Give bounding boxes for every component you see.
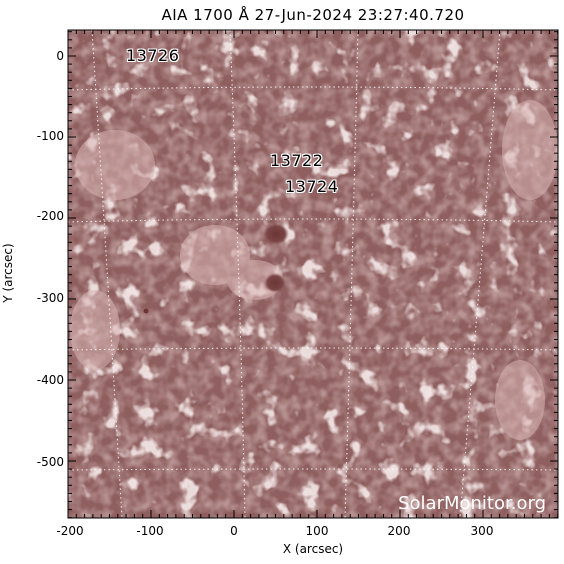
y-axis-label: Y (arcsec)	[1, 243, 15, 303]
y-tick-label: 0	[56, 49, 64, 63]
y-tick-label: -300	[36, 291, 64, 305]
x-tick-label: -200	[56, 524, 84, 538]
active-region-label: 13726	[126, 46, 180, 65]
y-tick-label: -100	[36, 129, 64, 143]
y-tick-label: -500	[36, 455, 64, 469]
x-axis-label: X (arcsec)	[282, 542, 344, 556]
plot-frame	[67, 29, 559, 519]
sunspot	[264, 273, 286, 293]
heliographic-grid	[68, 30, 558, 518]
x-tick-label: 300	[470, 524, 494, 538]
x-tick-label: 0	[230, 524, 238, 538]
x-tick-label: -100	[136, 524, 164, 538]
image-title: AIA 1700 Å 27-Jun-2024 23:27:40.720	[161, 6, 465, 24]
x-tick-label: 100	[305, 524, 329, 538]
sunspot	[263, 223, 289, 245]
active-region-label: 13724	[285, 177, 339, 196]
y-tick-label: -400	[36, 373, 64, 387]
active-region-label: 13722	[270, 151, 324, 170]
watermark: SolarMonitor.org	[398, 493, 546, 514]
y-tick-label: -200	[36, 209, 64, 223]
x-tick-label: 200	[387, 524, 411, 538]
